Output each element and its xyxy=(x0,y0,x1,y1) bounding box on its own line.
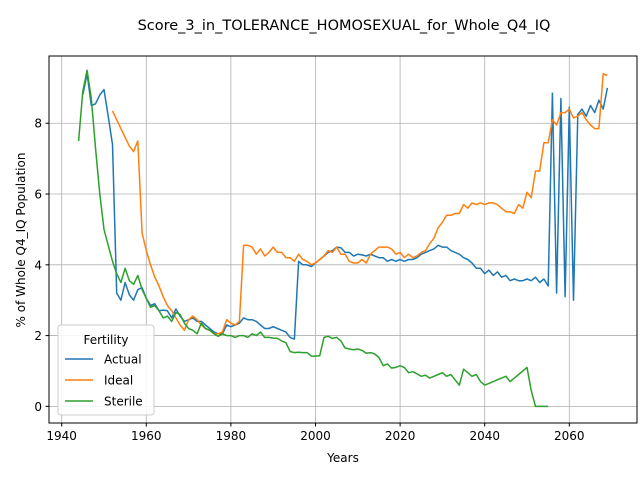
chart-title: Score_3_in_TOLERANCE_HOMOSEXUAL_for_Whol… xyxy=(138,18,551,34)
legend-label-ideal: Ideal xyxy=(104,374,133,388)
y-tick-label: 6 xyxy=(34,188,42,202)
series-line-sterile xyxy=(77,69,549,408)
x-tick-label: 2060 xyxy=(554,429,585,443)
x-tick-label: 2020 xyxy=(385,429,416,443)
x-tick-label: 2000 xyxy=(300,429,331,443)
legend-box xyxy=(57,324,155,416)
legend: Fertility Actual Ideal Sterile xyxy=(57,324,155,416)
x-tick-label: 1960 xyxy=(131,429,162,443)
y-tick-label: 0 xyxy=(34,400,42,414)
series-line-actual xyxy=(82,72,609,340)
y-axis-label: % of Whole Q4_IQ Population xyxy=(14,153,28,328)
x-tick-label: 1980 xyxy=(216,429,247,443)
x-tick-label: 2040 xyxy=(469,429,500,443)
legend-title: Fertility xyxy=(83,333,128,347)
y-tick-label: 2 xyxy=(34,329,42,343)
plot-series xyxy=(77,69,609,408)
y-tick-label: 8 xyxy=(34,117,42,131)
legend-label-actual: Actual xyxy=(104,353,142,367)
axis-ticks: 1940 1960 1980 2000 2020 2040 2060 0 2 4 6 8 xyxy=(34,117,584,443)
x-axis-label: Years xyxy=(326,451,359,465)
x-tick-label: 1940 xyxy=(46,429,77,443)
plot-frame xyxy=(48,55,638,424)
series-line-ideal xyxy=(111,72,608,335)
y-tick-label: 4 xyxy=(34,258,42,272)
legend-label-sterile: Sterile xyxy=(104,395,143,409)
